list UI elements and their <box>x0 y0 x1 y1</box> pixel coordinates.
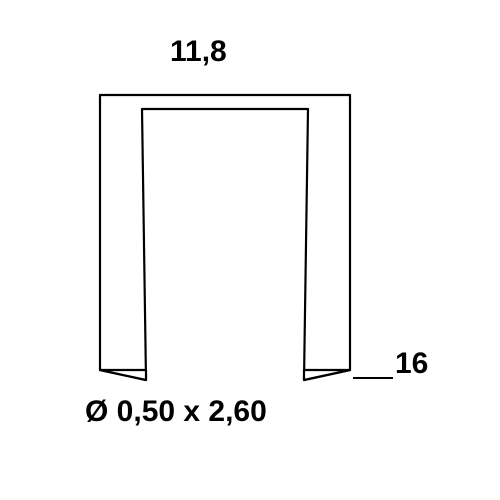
wire-size-label: Ø 0,50 x 2,60 <box>85 395 267 429</box>
staple-dimension-diagram: 11,8 16 Ø 0,50 x 2,60 <box>0 0 500 500</box>
height-label: 16 <box>395 347 428 381</box>
width-label: 11,8 <box>170 35 227 69</box>
